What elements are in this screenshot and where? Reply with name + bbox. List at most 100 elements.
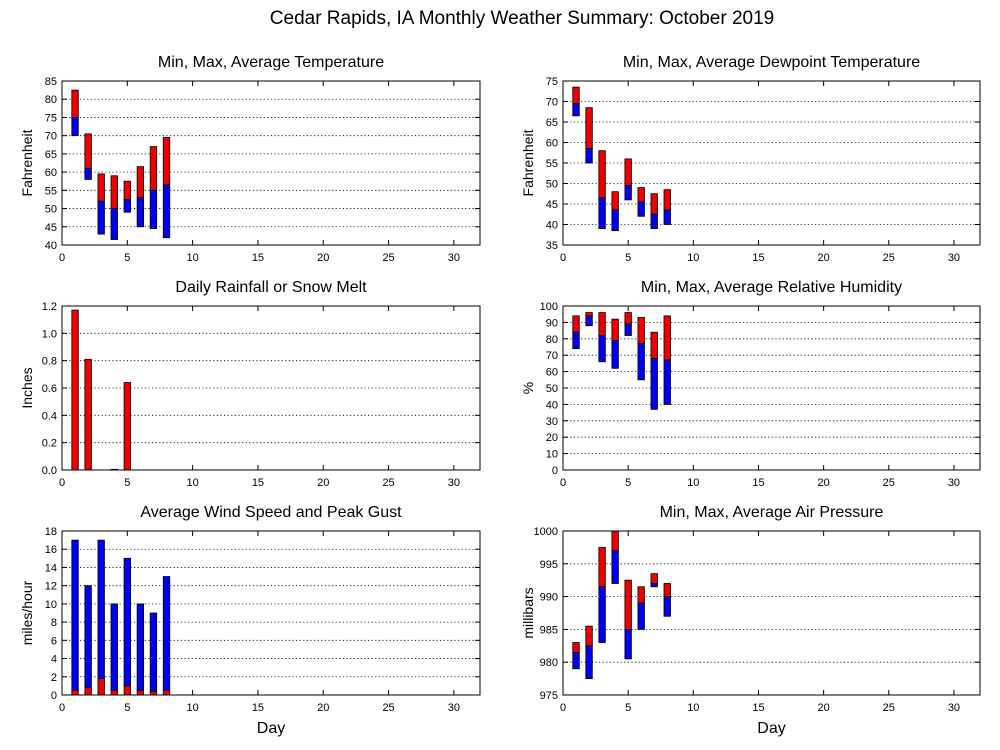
bar-lower-day-1 (572, 651, 580, 670)
bar-upper-day-7 (149, 146, 158, 191)
y-tick-label: 20 (546, 432, 558, 444)
bar-peak-gust-day-5 (123, 557, 131, 687)
x-tick-label: 15 (252, 702, 264, 714)
bar-upper-day-8 (663, 315, 671, 361)
bar-average-speed-day-2 (84, 687, 92, 696)
bar-lower-day-3 (598, 586, 606, 643)
y-tick-label: 55 (546, 158, 558, 170)
x-tick-label: 20 (818, 477, 830, 489)
y-tick-label: 0.4 (42, 410, 57, 422)
bar-upper-day-2 (84, 133, 92, 169)
y-tick-label: 1000 (534, 526, 558, 538)
x-tick-label: 0 (59, 702, 65, 714)
y-tick-label: 70 (546, 97, 558, 109)
x-tick-label: 10 (687, 477, 699, 489)
chart-pressure: Min, Max, Average Air Pressure 975 980 985 9… (520, 504, 981, 737)
bar-lower-day-3 (598, 197, 606, 230)
plot-frame (562, 530, 981, 696)
x-tick-label: 25 (883, 477, 895, 489)
bar-upper-day-2 (585, 625, 593, 647)
x-tick-label: 25 (382, 702, 394, 714)
bar-upper-day-1 (572, 315, 580, 333)
x-tick-label: 30 (948, 252, 960, 264)
y-axis-label: % (520, 382, 536, 394)
bar-upper-day-4 (611, 191, 619, 211)
bar-rain-day-5 (123, 382, 131, 471)
y-tick-label: 6 (51, 635, 57, 647)
y-axis-label: miles/hour (19, 580, 35, 645)
bar-rain-day-2 (84, 358, 92, 471)
y-tick-label: 65 (45, 149, 57, 161)
x-axis-label: Day (257, 720, 285, 737)
bar-peak-gust-day-3 (97, 539, 105, 679)
y-tick-label: 45 (45, 222, 57, 234)
bar-upper-day-8 (663, 583, 671, 597)
y-tick-label: 70 (546, 350, 558, 362)
x-tick-label: 0 (560, 252, 566, 264)
chart-humidity: Min, Max, Average Relative Humidity 0 10 20… (520, 279, 981, 489)
y-tick-label: 65 (546, 117, 558, 129)
bar-peak-gust-day-7 (149, 612, 158, 692)
y-tick-label: 4 (51, 654, 57, 666)
bar-lower-day-5 (624, 629, 632, 660)
bar-lower-day-8 (663, 596, 671, 617)
bar-rain-day-1 (71, 309, 79, 471)
bar-upper-day-5 (123, 180, 131, 200)
x-axis-label: Day (757, 720, 785, 737)
x-tick-label: 0 (59, 252, 65, 264)
bar-lower-day-7 (149, 189, 158, 230)
bar-upper-day-4 (611, 318, 619, 341)
y-tick-label: 40 (546, 220, 558, 232)
y-tick-label: 8 (51, 617, 57, 629)
bar-upper-day-3 (598, 547, 606, 588)
y-tick-label: 0 (552, 465, 558, 477)
y-tick-label: 60 (546, 367, 558, 379)
plot-frame (61, 305, 481, 471)
bar-average-speed-day-7 (149, 690, 158, 696)
x-tick-label: 15 (752, 477, 764, 489)
bar-average-speed-day-5 (123, 685, 131, 696)
x-tick-label: 5 (625, 252, 631, 264)
y-tick-label: 80 (45, 94, 57, 106)
x-tick-label: 5 (124, 702, 130, 714)
bar-lower-day-3 (97, 200, 105, 235)
x-tick-label: 5 (625, 477, 631, 489)
x-tick-label: 30 (448, 702, 460, 714)
y-tick-label: 100 (540, 301, 558, 313)
y-tick-label: 75 (546, 76, 558, 88)
bar-average-speed-day-8 (162, 690, 171, 696)
bar-lower-day-7 (650, 583, 658, 588)
y-tick-label: 1.0 (42, 328, 57, 340)
y-tick-label: 0 (51, 690, 57, 702)
bar-upper-day-5 (624, 579, 632, 630)
plot-frame (562, 305, 981, 471)
y-tick-label: 90 (546, 317, 558, 329)
bar-lower-day-4 (611, 340, 619, 369)
y-tick-label: 55 (45, 185, 57, 197)
chart-title: Daily Rainfall or Snow Melt (175, 279, 367, 296)
chart-title: Min, Max, Average Relative Humidity (641, 279, 902, 296)
bar-upper-day-6 (637, 317, 645, 345)
chart-title: Min, Max, Average Air Pressure (660, 504, 884, 521)
bar-peak-gust-day-4 (110, 603, 118, 691)
x-tick-label: 20 (818, 252, 830, 264)
y-tick-label: 975 (540, 690, 558, 702)
figure-title: Cedar Rapids, IA Monthly Weather Summary… (270, 8, 774, 29)
bar-lower-day-6 (637, 343, 645, 381)
bar-lower-day-6 (637, 602, 645, 630)
bar-upper-day-2 (585, 312, 593, 317)
x-tick-label: 10 (187, 477, 199, 489)
y-tick-label: 0.0 (42, 465, 57, 477)
x-tick-label: 0 (59, 477, 65, 489)
bar-upper-day-8 (663, 189, 671, 211)
x-tick-label: 10 (687, 702, 699, 714)
x-tick-label: 15 (252, 252, 264, 264)
bar-lower-day-2 (585, 645, 593, 679)
bar-upper-day-3 (97, 173, 105, 202)
bar-upper-day-7 (650, 573, 658, 584)
chart-rainfall: Daily Rainfall or Snow Melt 0.0 0.2 0.4 0.6 0… (19, 279, 481, 489)
x-tick-label: 15 (252, 477, 264, 489)
bar-average-speed-day-6 (136, 690, 145, 696)
y-tick-label: 0.2 (42, 438, 57, 450)
